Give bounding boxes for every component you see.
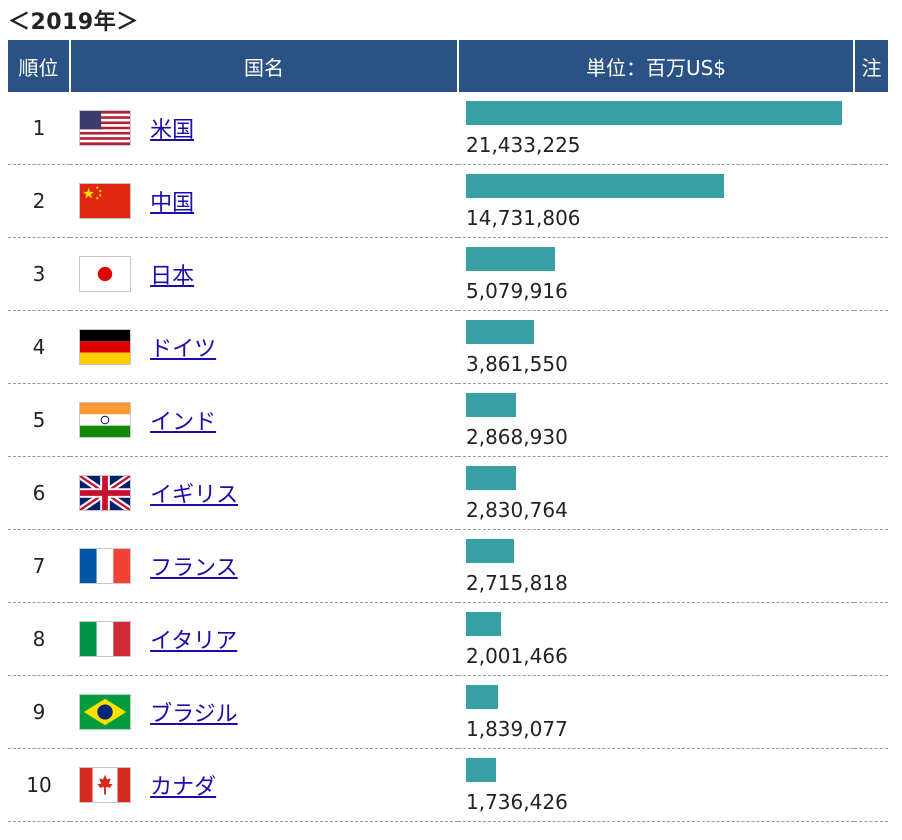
gdp-cell: 3,861,550 xyxy=(458,310,854,384)
rank-column-header: 順位 xyxy=(8,40,71,92)
note-cell xyxy=(854,164,888,238)
page-title: ＜2019年＞ xyxy=(8,10,139,35)
gdp-cell: 2,715,818 xyxy=(458,529,854,603)
gdp-bar xyxy=(466,758,496,782)
gdp-value: 1,736,426 xyxy=(466,790,568,814)
gdp-value: 21,433,225 xyxy=(466,133,581,157)
rank-cell: 4 xyxy=(8,310,70,384)
brazil-flag-icon xyxy=(79,694,131,730)
gdp-bar xyxy=(466,174,724,198)
gdp-value: 2,830,764 xyxy=(466,498,568,522)
table-row: 3 日本 5,079,916 xyxy=(8,237,888,311)
table-row: 2 中国 14,731,806 xyxy=(8,164,888,238)
country-link[interactable]: インド xyxy=(150,410,217,435)
country-link[interactable]: フランス xyxy=(150,556,238,581)
rank-cell: 10 xyxy=(8,748,70,822)
gdp-cell: 14,731,806 xyxy=(458,164,854,238)
note-cell xyxy=(854,383,888,457)
italy-flag-icon xyxy=(79,621,131,657)
gdp-cell: 2,868,930 xyxy=(458,383,854,457)
note-cell xyxy=(854,237,888,311)
gdp-ranking-table: 順位 国名 単位：百万US$ 注 1 xyxy=(8,40,888,822)
table-row: 6 イギリス 2,830,764 xyxy=(8,456,888,530)
us-flag-icon xyxy=(79,110,131,146)
country-link[interactable]: 米国 xyxy=(150,118,195,143)
country-cell: 中国 xyxy=(70,164,458,238)
germany-flag-icon xyxy=(79,329,131,365)
gdp-bar xyxy=(466,612,501,636)
country-cell: カナダ xyxy=(70,748,458,822)
country-link[interactable]: カナダ xyxy=(150,775,217,800)
rank-cell: 5 xyxy=(8,383,70,457)
rank-cell: 6 xyxy=(8,456,70,530)
table-header-row: 順位 国名 単位：百万US$ 注 xyxy=(8,40,888,92)
country-cell: インド xyxy=(70,383,458,457)
japan-flag-icon xyxy=(79,256,131,292)
gdp-cell: 1,736,426 xyxy=(458,748,854,822)
country-link[interactable]: イタリア xyxy=(150,629,238,654)
gdp-bar xyxy=(466,393,516,417)
rank-cell: 1 xyxy=(8,92,70,165)
country-link[interactable]: ドイツ xyxy=(150,337,217,362)
note-cell xyxy=(854,92,888,165)
note-cell xyxy=(854,675,888,749)
gdp-value: 1,839,077 xyxy=(466,717,568,741)
note-cell xyxy=(854,456,888,530)
gdp-bar xyxy=(466,247,555,271)
unit-column-header: 単位：百万US$ xyxy=(458,40,855,92)
gdp-value: 2,868,930 xyxy=(466,425,568,449)
note-cell xyxy=(854,748,888,822)
country-cell: ドイツ xyxy=(70,310,458,384)
country-cell: イギリス xyxy=(70,456,458,530)
rank-cell: 2 xyxy=(8,164,70,238)
gdp-bar xyxy=(466,101,842,125)
gdp-bar xyxy=(466,320,534,344)
gdp-value: 3,861,550 xyxy=(466,352,568,376)
country-cell: ブラジル xyxy=(70,675,458,749)
note-cell xyxy=(854,529,888,603)
france-flag-icon xyxy=(79,548,131,584)
table-row: 4 ドイツ 3,861,550 xyxy=(8,310,888,384)
note-cell xyxy=(854,310,888,384)
gdp-value: 2,001,466 xyxy=(466,644,568,668)
note-column-header: 注 xyxy=(854,40,888,92)
gdp-cell: 21,433,225 xyxy=(458,92,854,165)
gdp-cell: 5,079,916 xyxy=(458,237,854,311)
gdp-cell: 1,839,077 xyxy=(458,675,854,749)
country-cell: 日本 xyxy=(70,237,458,311)
note-cell xyxy=(854,602,888,676)
gdp-bar xyxy=(466,539,514,563)
gdp-value: 14,731,806 xyxy=(466,206,581,230)
gdp-cell: 2,830,764 xyxy=(458,456,854,530)
india-flag-icon xyxy=(79,402,131,438)
table-row: 5 インド 2,868,930 xyxy=(8,383,888,457)
country-cell: 米国 xyxy=(70,92,458,165)
gdp-bar xyxy=(466,685,498,709)
rank-cell: 8 xyxy=(8,602,70,676)
gdp-bar xyxy=(466,466,516,490)
gdp-value: 2,715,818 xyxy=(466,571,568,595)
table-row: 8 イタリア 2,001,466 xyxy=(8,602,888,676)
table-row: 7 フランス 2,715,818 xyxy=(8,529,888,603)
china-flag-icon xyxy=(79,183,131,219)
country-link[interactable]: 日本 xyxy=(150,264,195,289)
uk-flag-icon xyxy=(79,475,131,511)
rank-cell: 7 xyxy=(8,529,70,603)
rank-cell: 9 xyxy=(8,675,70,749)
country-link[interactable]: 中国 xyxy=(150,191,195,216)
country-column-header: 国名 xyxy=(70,40,459,92)
rank-cell: 3 xyxy=(8,237,70,311)
canada-flag-icon xyxy=(79,767,131,803)
country-link[interactable]: イギリス xyxy=(150,483,239,508)
country-cell: フランス xyxy=(70,529,458,603)
country-cell: イタリア xyxy=(70,602,458,676)
table-row: 1 米国 xyxy=(8,92,888,165)
gdp-value: 5,079,916 xyxy=(466,279,568,303)
gdp-cell: 2,001,466 xyxy=(458,602,854,676)
country-link[interactable]: ブラジル xyxy=(150,702,238,727)
table-row: 10 カナダ 1,736,426 xyxy=(8,748,888,822)
table-row: 9 ブラジル 1,839,077 xyxy=(8,675,888,749)
